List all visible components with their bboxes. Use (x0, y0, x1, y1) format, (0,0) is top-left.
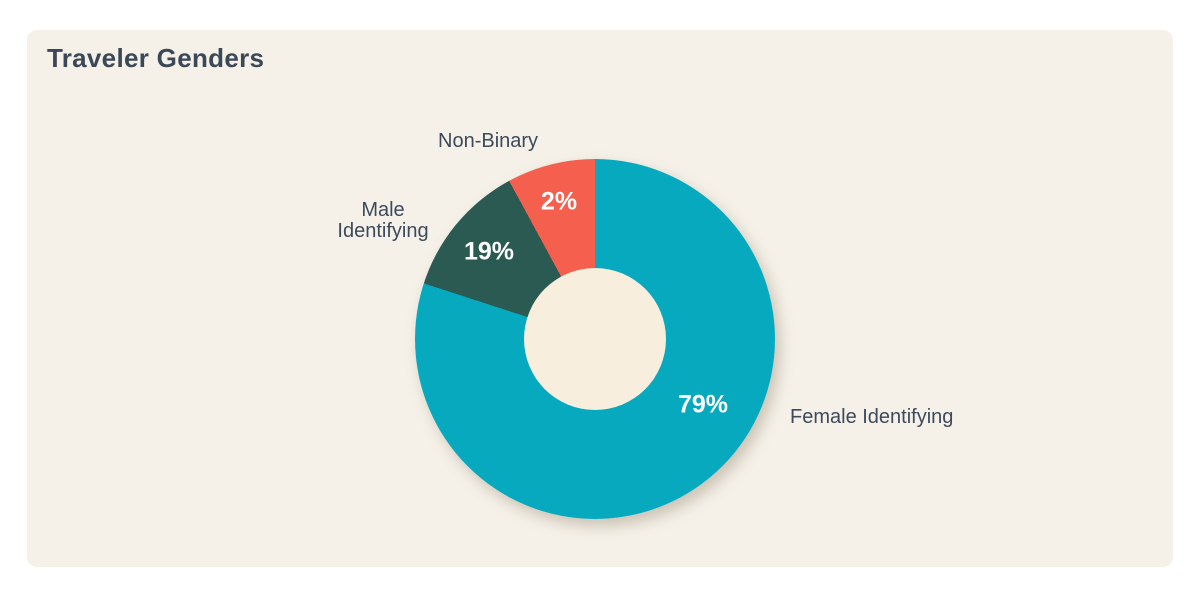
segment-label-female-identifying: Female Identifying (790, 406, 954, 428)
segment-label-line: Male (361, 199, 405, 221)
segment-label-line: Identifying (337, 220, 429, 242)
segment-value-male-identifying: 19% (463, 237, 515, 266)
chart-title: Traveler Genders (47, 43, 265, 73)
donut-hole (524, 268, 666, 410)
segment-value-female-identifying: 79% (677, 390, 729, 419)
segment-label-male-identifying: Male Identifying (337, 200, 428, 242)
segment-label-non-binary: Non-Binary (438, 130, 539, 152)
segment-value-non-binary: 2% (540, 187, 578, 216)
donut-ring (415, 159, 775, 519)
chart-card: Traveler Genders 79% 19% 2% Female Ident… (27, 30, 1173, 567)
donut-chart: 79% 19% 2% Female Identifying Male Ident… (27, 30, 1173, 567)
